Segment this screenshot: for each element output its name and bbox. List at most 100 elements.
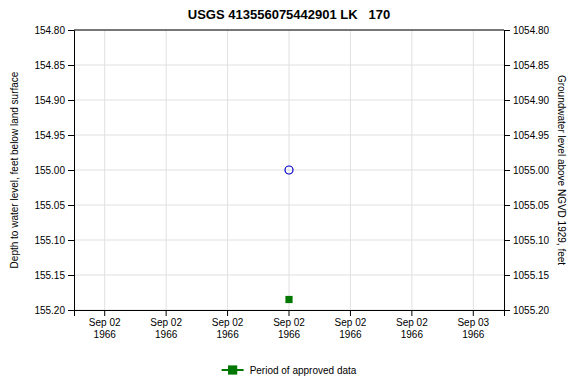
tick-label: Sep 021966 <box>396 317 428 340</box>
tick-mark <box>68 275 74 276</box>
grid-line <box>411 30 412 310</box>
x-axis: Sep 021966 Sep 021966 Sep 021966 Sep 021966… <box>75 310 505 340</box>
tick-mark <box>504 170 510 171</box>
tick-label: 155.20 <box>34 305 65 316</box>
tick-label: 1054.95 <box>513 130 550 141</box>
marks <box>285 166 293 303</box>
tick: 155.10 <box>34 235 74 246</box>
series <box>285 166 293 174</box>
tick: Sep 031966 <box>457 310 489 340</box>
plot-area: Sep 021966 Sep 021966 Sep 021966 Sep 021966… <box>34 25 549 340</box>
y-axis: 154.80 154.85 154.90 154.95 155.00 155.05 155.… <box>34 25 74 316</box>
tick: 1054.80 <box>504 25 550 36</box>
legend-item: Period of approved data <box>222 365 357 376</box>
series <box>286 297 292 303</box>
tick-label: Sep 021966 <box>212 317 244 340</box>
tick-label: Sep 031966 <box>457 317 489 340</box>
tick-mark <box>504 240 510 241</box>
tick: 1055.05 <box>504 200 550 211</box>
tick: 1055.20 <box>504 305 550 316</box>
title: USGS 413556075442901 LK 170 <box>188 7 390 22</box>
tick: 1055.10 <box>504 235 550 246</box>
tick-label: Sep 021966 <box>335 317 367 340</box>
axis-line <box>75 311 505 317</box>
grid-line <box>104 30 105 310</box>
tick-label: 1055.20 <box>513 305 550 316</box>
chart: Sep 021966 Sep 021966 Sep 021966 Sep 021966… <box>0 0 576 384</box>
tick-mark <box>473 310 474 316</box>
tick-label: 155.05 <box>34 200 65 211</box>
tick: 154.95 <box>34 130 74 141</box>
grid-line <box>166 30 167 310</box>
tick: 155.00 <box>34 165 74 176</box>
y-axis-title: Depth to water level, feet below land su… <box>9 71 20 268</box>
grid-line <box>473 30 474 310</box>
tick: 1054.85 <box>504 60 550 71</box>
axis-line <box>68 31 75 311</box>
grid-line <box>74 30 504 31</box>
tick-mark <box>68 240 74 241</box>
tick: Sep 021966 <box>273 310 305 340</box>
tick-label: 1055.05 <box>513 200 550 211</box>
tick-label: 154.85 <box>34 60 65 71</box>
tick-mark <box>68 310 74 311</box>
tick-label: Sep 021966 <box>89 317 121 340</box>
tick-mark <box>504 205 510 206</box>
legend: Period of approved data <box>222 365 357 376</box>
tick: 1054.95 <box>504 130 550 141</box>
tick-mark <box>504 65 510 66</box>
tick-label: 1054.90 <box>513 95 550 106</box>
tick-label: 1054.80 <box>513 25 550 36</box>
tick: 155.15 <box>34 270 74 281</box>
tick-mark <box>68 135 74 136</box>
tick-label: 154.95 <box>34 130 65 141</box>
tick-mark <box>289 310 290 316</box>
tick: 154.85 <box>34 60 74 71</box>
tick-mark <box>68 205 74 206</box>
y2-axis: 1055.20 1055.15 1055.10 1055.05 1055.00 1054.… <box>504 25 550 316</box>
tick-mark <box>504 275 510 276</box>
tick: 154.80 <box>34 25 74 36</box>
tick-label: 1055.15 <box>513 270 550 281</box>
tick-mark <box>104 310 105 316</box>
tick-mark <box>350 310 351 316</box>
tick: Sep 021966 <box>396 310 428 340</box>
tick-mark <box>166 310 167 316</box>
tick-label: Sep 021966 <box>150 317 182 340</box>
grid-line <box>289 30 290 310</box>
tick-label: Sep 021966 <box>273 317 305 340</box>
legend-label: Period of approved data <box>250 365 357 376</box>
tick: Sep 021966 <box>335 310 367 340</box>
frame <box>74 30 504 31</box>
grid-line <box>227 30 228 310</box>
tick: Sep 021966 <box>150 310 182 340</box>
tick-mark <box>227 310 228 316</box>
axis-line <box>505 31 511 311</box>
grid <box>74 30 504 310</box>
tick: 154.90 <box>34 95 74 106</box>
point <box>285 166 293 174</box>
tick-label: 154.80 <box>34 25 65 36</box>
tick-label: 155.15 <box>34 270 65 281</box>
legend-marker <box>229 366 237 374</box>
tick-label: 1055.10 <box>513 235 550 246</box>
tick: 1055.15 <box>504 270 550 281</box>
point <box>286 297 292 303</box>
tick: 1055.00 <box>504 165 550 176</box>
tick-mark <box>68 65 74 66</box>
tick-label: 1054.85 <box>513 60 550 71</box>
tick: 1054.90 <box>504 95 550 106</box>
y2-axis-title: Groundwater level above NGVD 1929, feet <box>556 75 567 265</box>
tick: 155.20 <box>34 305 74 316</box>
tick-mark <box>504 135 510 136</box>
tick: 155.05 <box>34 200 74 211</box>
tick-mark <box>411 310 412 316</box>
tick-mark <box>68 30 74 31</box>
tick-label: 155.00 <box>34 165 65 176</box>
tick-mark <box>504 30 510 31</box>
tick: Sep 021966 <box>89 310 121 340</box>
grid-line <box>350 30 351 310</box>
tick-label: 155.10 <box>34 235 65 246</box>
tick-mark <box>504 310 510 311</box>
tick-mark <box>68 100 74 101</box>
